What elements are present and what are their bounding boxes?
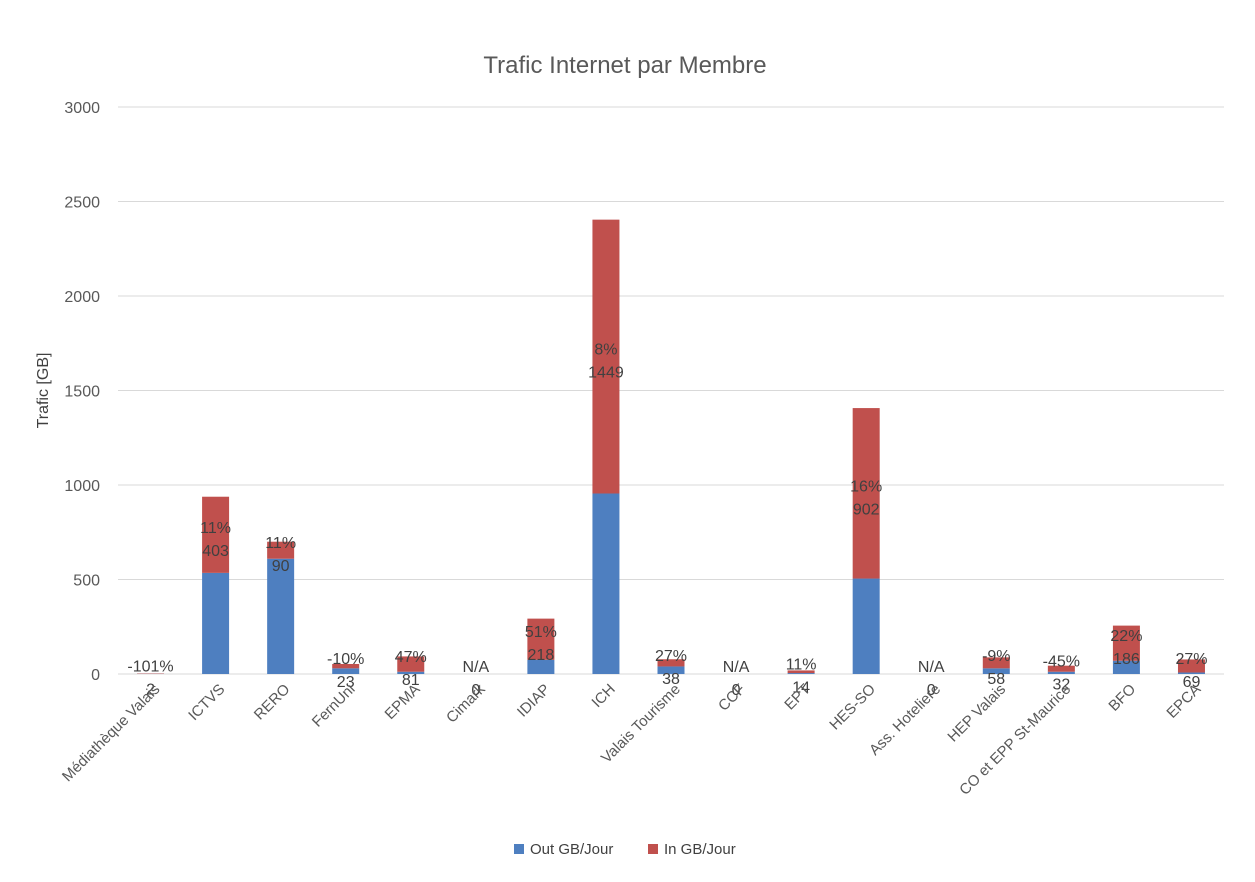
bar-in xyxy=(202,496,230,573)
y-axis-label: Trafic [GB] xyxy=(35,353,52,429)
data-label-percent: 16% xyxy=(850,478,882,495)
bar-out xyxy=(1177,672,1205,674)
chart-title: Trafic Internet par Membre xyxy=(483,52,766,79)
data-label-percent: 27% xyxy=(1175,651,1207,668)
data-label-percent: -9% xyxy=(982,648,1010,665)
bar-out xyxy=(592,493,620,674)
data-label-value: 0 xyxy=(732,682,741,699)
bar-out xyxy=(657,666,685,674)
data-label-value: 32 xyxy=(1052,677,1070,694)
data-label-percent: 11% xyxy=(265,535,296,552)
y-tick-label: 2000 xyxy=(64,289,100,306)
bar-in xyxy=(852,408,880,579)
legend: Out GB/Jour In GB/Jour xyxy=(514,841,736,858)
bar-in xyxy=(397,656,425,672)
data-label-value: 38 xyxy=(662,671,680,688)
y-tick-label: 500 xyxy=(73,573,100,590)
bar-out xyxy=(202,572,230,674)
data-label-percent: 11% xyxy=(200,520,231,537)
bar-out xyxy=(982,668,1010,674)
data-label-percent: 47% xyxy=(395,649,427,666)
x-category-label: Cimark xyxy=(443,680,489,726)
data-label-value: 218 xyxy=(528,647,555,664)
bar-in xyxy=(1047,665,1075,672)
data-label-percent: N/A xyxy=(723,659,750,676)
x-category-label: FernUni xyxy=(309,681,359,731)
bar-in xyxy=(332,663,360,669)
data-label-value: 1449 xyxy=(588,365,624,382)
y-tick-label: 1000 xyxy=(64,478,100,495)
x-axis-categories: Médiathèque Valais ICTVS RERO FernUni EPMA Ci… xyxy=(59,680,1204,798)
legend-swatch xyxy=(648,844,658,854)
x-category-label: HEP Valais xyxy=(944,681,1009,746)
bar-out xyxy=(1112,660,1140,674)
data-label-value: 902 xyxy=(853,501,880,518)
bar-in xyxy=(657,659,685,667)
data-label-percent: 51% xyxy=(525,624,557,641)
bar-out xyxy=(527,659,555,674)
x-category-label: CO et EPP St-Maurice xyxy=(956,681,1074,799)
bars xyxy=(137,219,1205,674)
data-label-percent: -101% xyxy=(127,659,173,676)
bar-out xyxy=(332,668,360,674)
data-label-value: 81 xyxy=(402,672,420,689)
bar-out xyxy=(267,558,295,674)
data-label-percent: -45% xyxy=(1043,654,1080,671)
bar-out xyxy=(1047,671,1075,674)
data-label-percent: N/A xyxy=(462,659,489,676)
x-category-label: Médiathèque Valais xyxy=(59,681,163,785)
y-axis-ticks: 0 500 1000 1500 2000 2500 3000 xyxy=(64,100,100,684)
legend-label: Out GB/Jour xyxy=(530,841,613,858)
data-labels: -101% 2 11% 403 11% 90 -10% 23 47% 81 N/A 0 51% 218 8%… xyxy=(127,342,1207,699)
x-category-label: ICTVS xyxy=(185,681,228,724)
data-label-percent: N/A xyxy=(918,659,945,676)
data-label-value: 403 xyxy=(202,543,229,560)
x-category-label: BFO xyxy=(1105,681,1139,715)
bar-out xyxy=(852,578,880,674)
gridlines xyxy=(118,106,1224,675)
bar-in xyxy=(592,219,620,494)
data-label-value: 14 xyxy=(792,680,810,697)
data-label-value: 186 xyxy=(1113,651,1140,668)
data-label-percent: -10% xyxy=(327,651,364,668)
data-label-value: 58 xyxy=(987,671,1005,688)
bar-out xyxy=(787,673,815,674)
data-label-value: 90 xyxy=(272,558,290,575)
bar-in xyxy=(982,657,1010,669)
data-label-value: 0 xyxy=(471,682,480,699)
y-tick-label: 1500 xyxy=(64,384,100,401)
y-tick-label: 3000 xyxy=(64,100,100,117)
data-label-percent: 22% xyxy=(1110,628,1142,645)
bar-in xyxy=(1112,625,1140,661)
bar-in xyxy=(267,541,295,559)
legend-label: In GB/Jour xyxy=(664,841,736,858)
x-category-label: CCF xyxy=(715,681,749,715)
x-category-label: IDIAP xyxy=(514,681,554,721)
bar-in xyxy=(787,670,815,674)
x-category-label: ICH xyxy=(588,681,618,711)
data-label-percent: 8% xyxy=(594,342,617,359)
x-category-label: HES-SO xyxy=(826,681,879,734)
data-label-percent: 11% xyxy=(786,657,817,674)
data-label-value: 69 xyxy=(1183,674,1201,691)
bar-out xyxy=(397,671,425,674)
legend-swatch xyxy=(514,844,524,854)
data-label-value: 2 xyxy=(146,682,155,699)
data-label-value: 0 xyxy=(927,682,936,699)
bar-in xyxy=(527,618,555,660)
y-tick-label: 2500 xyxy=(64,195,100,212)
x-category-label: RERO xyxy=(251,681,294,724)
bar-in xyxy=(1177,659,1205,673)
data-label-value: 23 xyxy=(337,674,355,691)
y-tick-label: 0 xyxy=(91,667,100,684)
data-label-percent: 27% xyxy=(655,648,687,665)
